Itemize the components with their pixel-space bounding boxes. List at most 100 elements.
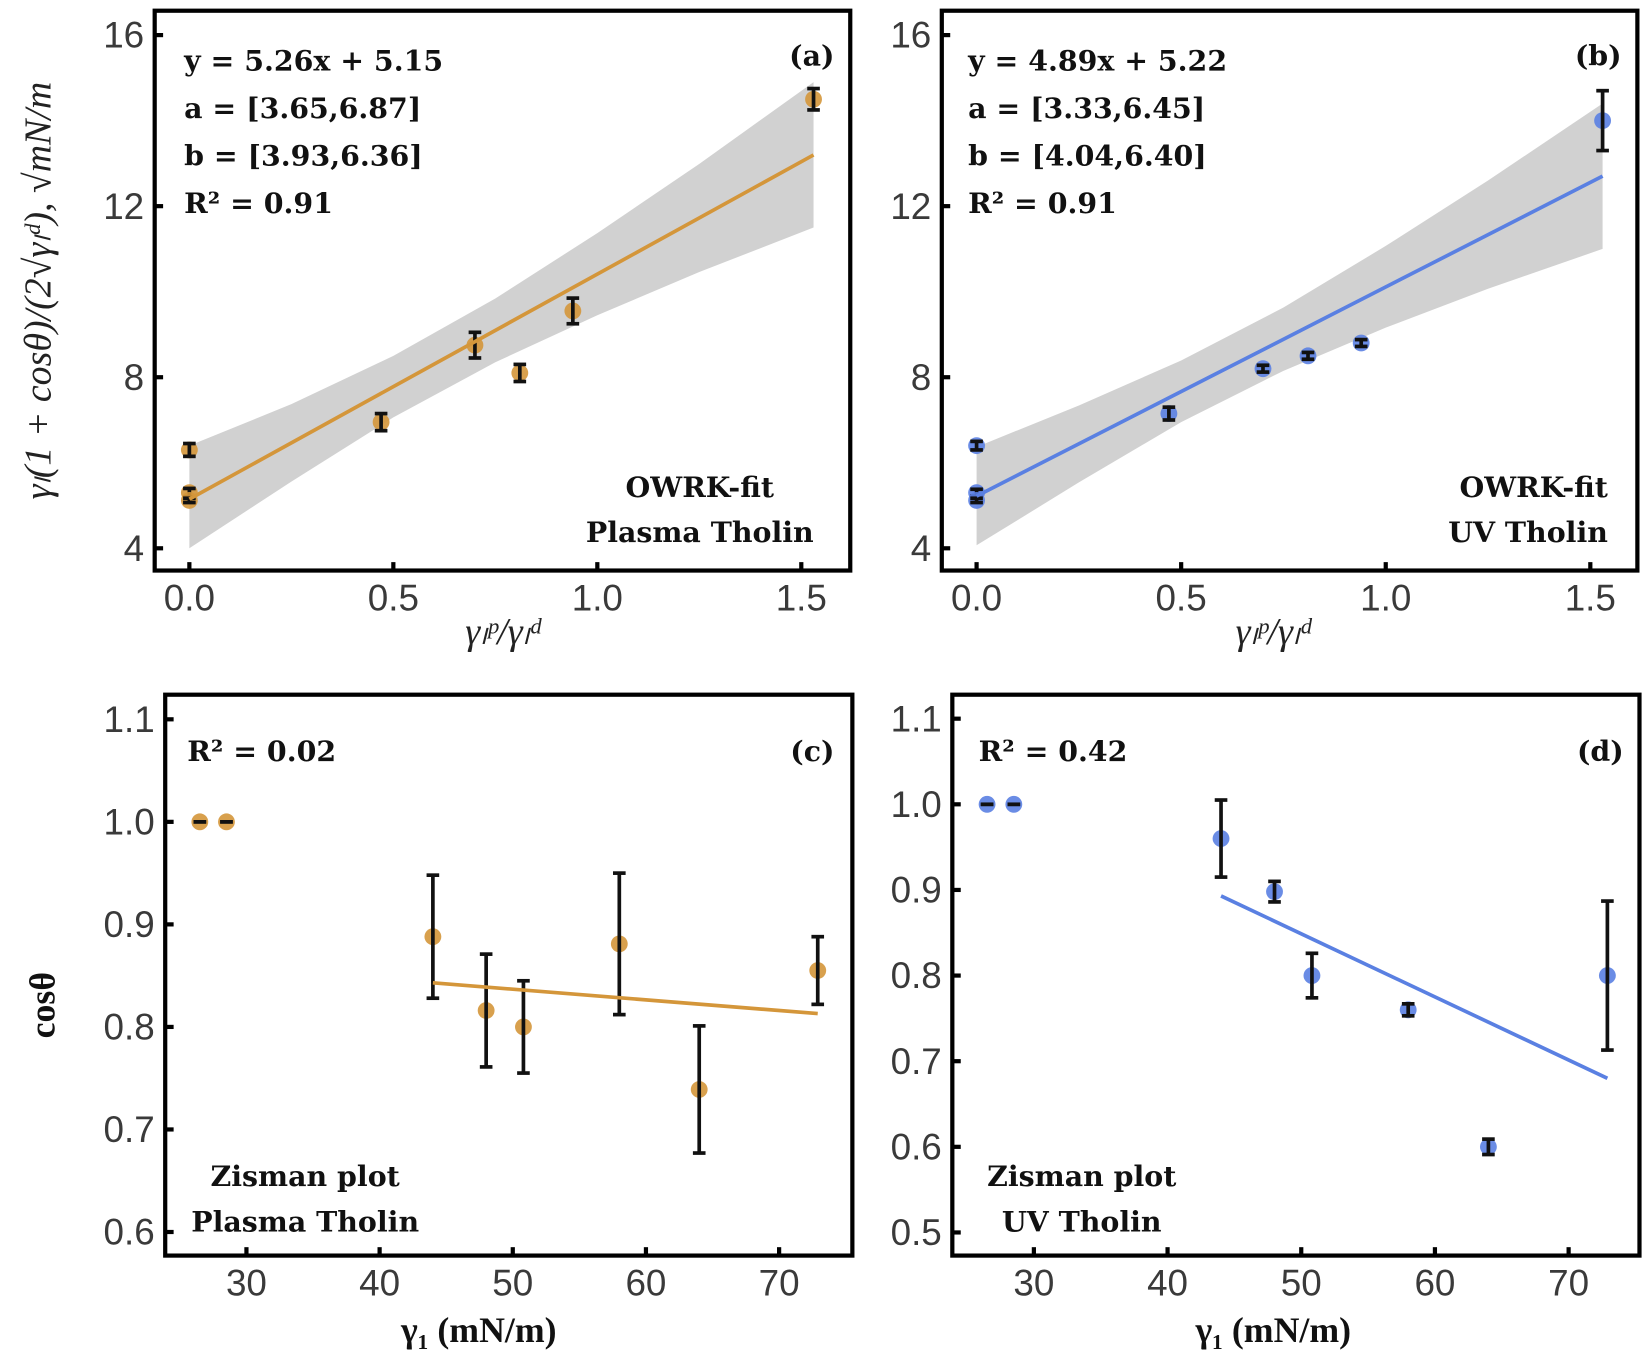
plot-caption: Zisman plot <box>987 1159 1176 1193</box>
panel-label: (c) <box>790 734 834 768</box>
plot-caption: UV Tholin <box>1002 1204 1162 1238</box>
error-bar <box>1256 363 1270 374</box>
error-bar <box>970 439 983 452</box>
y-tick-label: 1.0 <box>891 784 942 825</box>
fit-annotation: b = [4.04,6.40] <box>968 138 1207 172</box>
error-bar <box>1482 1137 1495 1157</box>
y-tick-label: 4 <box>124 528 144 569</box>
x-axis-label: γₗᵖ/γₗᵈ <box>465 611 542 653</box>
fit-line <box>188 153 815 501</box>
error-bar <box>1401 1001 1415 1018</box>
plot-caption: Plasma Tholin <box>586 515 814 549</box>
panel-b: 0.0 0.5 1.0 1.5 4 8 12 16 y = 4.89x + 5.22 a = [3… <box>890 8 1640 653</box>
x-tick-label: 50 <box>492 1263 533 1304</box>
y-tick-label: 0.9 <box>103 904 154 945</box>
y-tick-label: 0.9 <box>891 870 942 911</box>
fit-line <box>1220 894 1609 1080</box>
y-tick-label: 16 <box>890 15 931 56</box>
error-bar <box>1268 879 1281 904</box>
panel-a: 0.0 0.5 1.0 1.5 4 8 12 16 y = 5.26x + 5.15 a = [3… <box>18 8 853 653</box>
x-tick-label: 0.5 <box>368 578 419 619</box>
y-tick-label: 4 <box>911 528 931 569</box>
fit-annotation: y = 5.26x + 5.15 <box>183 44 443 78</box>
x-tick-label: 50 <box>1281 1263 1322 1304</box>
y-tick-label: 0.8 <box>891 955 942 996</box>
plot-frame <box>152 8 853 573</box>
y-axis-label: γₗ(1 + cosθ)/(2√γₗᵈ), √mN/m <box>18 82 60 500</box>
x-axis-label: γ₁ (mN/m) <box>400 1310 557 1350</box>
fit-annotation: R² = 0.91 <box>184 186 333 220</box>
plot-caption: Plasma Tholin <box>191 1204 419 1238</box>
y-tick-label: 0.6 <box>103 1212 154 1253</box>
panel-c: 30 40 50 60 70 0.6 0.7 0.8 0.9 1.0 1.1 R² = 0.02 (c)… <box>23 692 855 1350</box>
panel-d: 30 40 50 60 70 0.5 0.6 0.7 0.8 0.9 1.0 1.1 R² = 0.42… <box>891 692 1642 1350</box>
error-bar <box>183 441 196 459</box>
fit-annotation: R² = 0.91 <box>968 186 1117 220</box>
error-bar <box>970 496 983 505</box>
error-bar <box>566 296 580 326</box>
x-tick-label: 1.5 <box>776 578 827 619</box>
y-tick-label: 1.0 <box>103 801 154 842</box>
panel-label: (b) <box>1575 38 1622 72</box>
fit-annotation: R² = 0.42 <box>979 734 1128 768</box>
y-tick-label: 0.8 <box>103 1007 154 1048</box>
error-bar <box>517 978 530 1075</box>
x-tick-label: 30 <box>226 1263 267 1304</box>
plot-frame <box>939 8 1640 573</box>
plot-caption: Zisman plot <box>211 1159 400 1193</box>
y-tick-label: 1.1 <box>103 699 154 740</box>
error-bar <box>468 330 482 360</box>
error-bar <box>1301 350 1315 362</box>
error-bar <box>374 411 388 433</box>
error-bar <box>1162 405 1176 422</box>
x-tick-label: 40 <box>359 1263 400 1304</box>
plot-caption: OWRK-fit <box>1459 470 1607 504</box>
x-tick-label: 70 <box>759 1263 800 1304</box>
error-bar <box>811 934 825 1007</box>
fit-annotation: y = 4.89x + 5.22 <box>967 44 1227 78</box>
x-tick-label: 40 <box>1147 1263 1188 1304</box>
y-tick-label: 1.1 <box>891 698 942 739</box>
y-tick-label: 12 <box>890 186 931 227</box>
error-bar <box>479 952 493 1069</box>
y-tick-label: 0.7 <box>891 1041 942 1082</box>
x-tick-label: 1.5 <box>1565 578 1616 619</box>
error-bar <box>807 86 820 112</box>
x-tick-label: 0.5 <box>1156 578 1207 619</box>
error-bar <box>1305 951 1319 1000</box>
x-tick-label: 60 <box>1414 1263 1455 1304</box>
error-bar <box>426 873 440 1001</box>
y-tick-label: 0.7 <box>103 1109 154 1150</box>
fit-annotation: a = [3.65,6.87] <box>184 91 421 125</box>
plot-caption: OWRK-fit <box>626 470 774 504</box>
x-axis-label: γ₁ (mN/m) <box>1194 1310 1351 1350</box>
x-tick-label: 0.0 <box>164 578 215 619</box>
error-bar <box>1601 899 1614 1052</box>
x-tick-label: 0.0 <box>951 578 1002 619</box>
y-tick-label: 16 <box>103 15 144 56</box>
plot-caption: UV Tholin <box>1448 515 1608 549</box>
x-tick-label: 70 <box>1548 1263 1589 1304</box>
error-bar <box>1596 88 1609 153</box>
y-tick-label: 0.6 <box>891 1126 942 1167</box>
plot-frame <box>163 692 855 1258</box>
fit-annotation: a = [3.33,6.45] <box>968 91 1205 125</box>
confidence-band <box>976 103 1603 546</box>
fit-annotation: b = [3.93,6.36] <box>184 138 423 172</box>
panel-label: (a) <box>789 38 834 72</box>
x-axis-label: γₗᵖ/γₗᵈ <box>1236 611 1313 653</box>
y-tick-label: 8 <box>124 357 144 398</box>
fit-line <box>432 980 818 1016</box>
error-bar <box>1354 337 1368 349</box>
y-axis-label: cosθ <box>23 972 63 1038</box>
fit-line <box>975 174 1604 498</box>
x-tick-label: 1.0 <box>1360 578 1411 619</box>
error-bar <box>1214 798 1228 879</box>
x-tick-label: 1.0 <box>572 578 623 619</box>
error-bar <box>613 871 626 1017</box>
x-tick-label: 30 <box>1013 1263 1054 1304</box>
error-bar <box>513 362 527 384</box>
y-tick-label: 8 <box>911 357 931 398</box>
panel-label: (d) <box>1577 734 1624 768</box>
